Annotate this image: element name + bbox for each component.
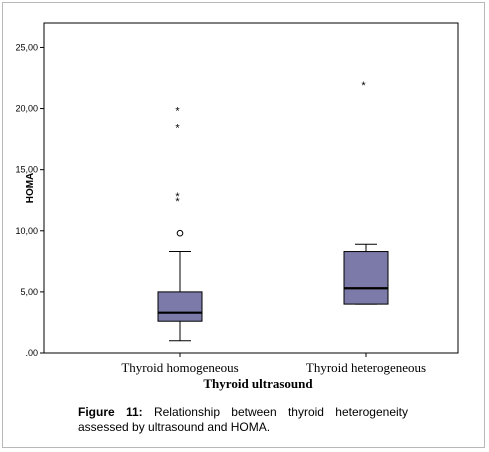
y-tick-label: 15,00 <box>15 165 38 175</box>
y-tick-label: 5,00 <box>20 287 38 297</box>
y-tick-label: 20,00 <box>15 104 38 114</box>
y-axis: .00 5,00 10,00 15,00 20,00 25,00 <box>15 42 44 358</box>
y-axis-title: HOMA <box>25 173 36 204</box>
y-tick-label: .00 <box>25 348 38 358</box>
extreme-star-marker: * <box>361 80 366 92</box>
extreme-star-marker: * <box>175 191 180 203</box>
y-tick-label: 10,00 <box>15 226 38 236</box>
extreme-star-marker: * <box>175 123 180 135</box>
x-axis-title: Thyroid ultrasound <box>203 376 313 391</box>
iqr-box <box>343 251 389 305</box>
caption-text: Relationship between thyroid heterogenei… <box>78 405 408 434</box>
x-category-label: Thyroid heterogeneous <box>306 360 426 375</box>
extreme-star-marker: * <box>175 106 180 118</box>
caption-label: Figure 11: <box>78 405 143 419</box>
x-category-label: Thyroid homogeneous <box>121 360 238 375</box>
y-tick-label: 25,00 <box>15 42 38 52</box>
iqr-box <box>157 291 203 322</box>
plot-area <box>43 22 459 354</box>
boxes: Thyroid homogeneous****Thyroid heterogen… <box>121 80 426 375</box>
figure-caption: Figure 11: Relationship between thyroid … <box>78 405 408 435</box>
outlier-circle-marker <box>176 229 184 237</box>
extreme-star-marker: * <box>175 196 180 208</box>
